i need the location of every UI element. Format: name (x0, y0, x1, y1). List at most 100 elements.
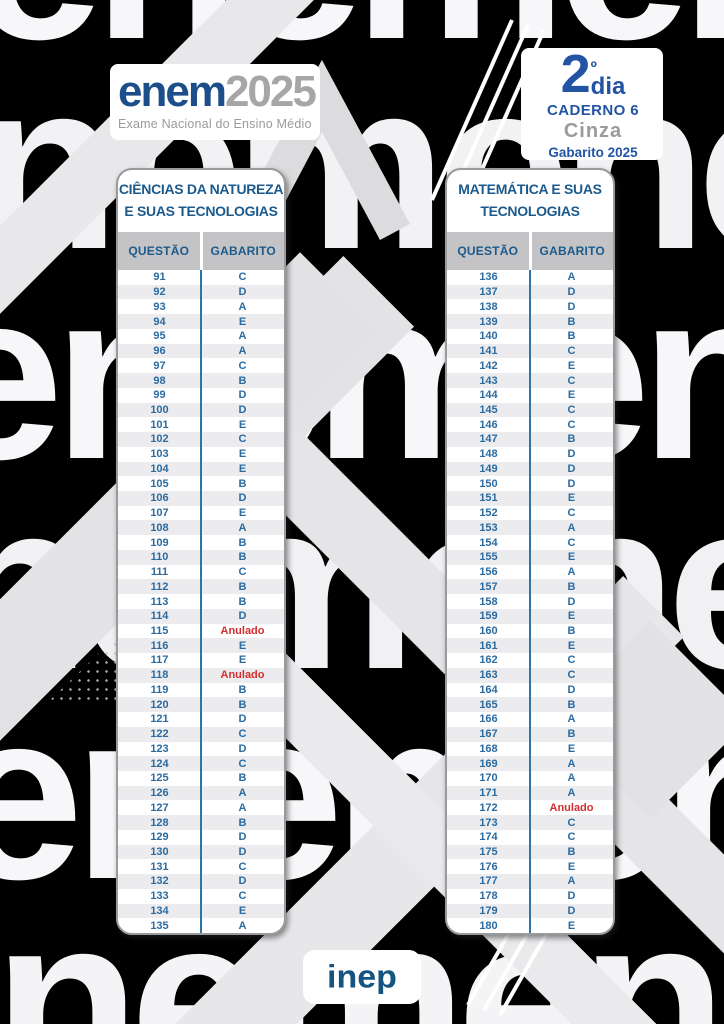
answer-letter: D (238, 610, 247, 623)
answer-row: 94 E (118, 314, 284, 329)
answer-row: 171 A (447, 785, 613, 801)
answer-letter: E (567, 639, 576, 652)
question-number: 129 (150, 831, 169, 844)
table-title-line2: TECNOLOGIAS (480, 203, 580, 219)
answer-letter: A (238, 300, 247, 313)
question-number: 93 (153, 300, 166, 313)
question-number: 141 (479, 345, 498, 358)
question-number: 114 (150, 610, 169, 623)
answer-key-label: Gabarito 2025 (548, 144, 638, 160)
question-number: 102 (150, 433, 169, 446)
question-number: 95 (153, 330, 166, 343)
answer-row: 104 E (118, 461, 284, 477)
answer-row: 124 C (118, 756, 284, 771)
answer-row: 102 C (118, 432, 284, 447)
answer-letter: B (238, 683, 247, 696)
answer-row: 113 B (118, 594, 284, 609)
edition-backdrop (521, 48, 663, 160)
answer-row: 131 C (118, 859, 284, 874)
answer-row: 93 A (118, 299, 284, 314)
question-number: 130 (150, 846, 169, 858)
answer-letter: B (567, 624, 576, 637)
answer-row: 96 A (118, 343, 284, 359)
answer-letter: E (567, 359, 576, 372)
question-number: 157 (479, 580, 498, 593)
answer-letter: E (238, 904, 247, 917)
answer-row: 99 D (118, 388, 284, 403)
question-number: 133 (150, 890, 169, 903)
answer-letter: A (567, 271, 576, 284)
question-number: 163 (479, 669, 498, 682)
answer-row: 161 E (447, 638, 613, 654)
question-number: 152 (479, 507, 498, 520)
question-number: 120 (150, 698, 169, 711)
answer-row: 140 B (447, 329, 613, 344)
question-number: 145 (479, 403, 498, 416)
answer-letter: C (238, 890, 247, 903)
answer-letter: B (567, 315, 576, 328)
question-number: 116 (150, 639, 169, 652)
answer-letter: D (238, 831, 247, 844)
question-number: 128 (150, 816, 169, 829)
answer-letter: C (238, 271, 247, 284)
question-number: 146 (479, 418, 498, 431)
answer-letter: A (567, 787, 576, 800)
answer-row: 135 A (118, 918, 284, 933)
answer-letter: D (567, 448, 576, 461)
answer-row: 169 A (447, 756, 613, 771)
answer-letter: B (238, 374, 247, 387)
answer-letter: B (567, 728, 576, 741)
table-title: CIÊNCIAS DA NATUREZA E SUAS TECNOLOGIAS (118, 170, 284, 232)
answer-row: 136 A (447, 270, 613, 285)
answer-row: 110 B (118, 549, 284, 565)
answer-row: 128 B (118, 815, 284, 830)
inep-backdrop (303, 950, 421, 1004)
answer-letter: A (238, 345, 247, 358)
enem-logo-name: enem (118, 67, 227, 116)
answer-letter: D (567, 462, 576, 475)
question-number: 137 (479, 286, 498, 299)
question-number: 180 (479, 919, 498, 932)
question-number: 172 (479, 801, 498, 814)
question-number: 123 (150, 742, 169, 755)
table-header: QUESTÃO GABARITO (118, 232, 284, 270)
answer-row: 170 A (447, 771, 613, 786)
answer-table-body: 136 A 137 D 138 D 139 B 140 B 141 C 142 E 143 C 144 E 145 C… (447, 270, 613, 933)
question-number: 176 (479, 860, 498, 873)
answer-letter: C (567, 669, 576, 682)
answer-row: 168 E (447, 742, 613, 757)
answer-letter: A (567, 875, 576, 888)
question-number: 125 (150, 772, 169, 785)
question-number: 150 (479, 477, 498, 490)
answer-row: 162 C (447, 653, 613, 668)
answer-row: 137 D (447, 284, 613, 300)
question-number: 170 (479, 772, 498, 785)
answer-row: 132 D (118, 874, 284, 889)
answer-letter: D (567, 300, 576, 313)
answer-column-header: GABARITO (202, 232, 284, 270)
answer-letter: A (238, 521, 247, 534)
answer-row: 147 B (447, 432, 613, 447)
answer-letter: B (567, 698, 576, 711)
answer-row: 133 C (118, 889, 284, 904)
question-number: 96 (153, 345, 166, 358)
answer-row: 98 B (118, 373, 284, 388)
inep-logo: inep (327, 958, 397, 996)
answer-letter: C (238, 359, 247, 372)
answer-row: 179 D (447, 903, 613, 919)
answer-letter: D (238, 389, 247, 402)
answer-column-header: GABARITO (531, 232, 613, 270)
answer-letter: A (567, 566, 576, 579)
logo-backdrop (110, 64, 320, 140)
question-number: 105 (150, 477, 169, 490)
answer-letter: D (238, 492, 247, 505)
question-number: 118 (150, 669, 169, 682)
answer-row: 156 A (447, 565, 613, 580)
answer-row: 95 A (118, 329, 284, 344)
answer-row: 120 B (118, 697, 284, 713)
answer-row: 148 D (447, 447, 613, 462)
enem-logo-wordmark: enem2025 (118, 67, 317, 116)
table-title-line2: E SUAS TECNOLOGIAS (124, 203, 278, 219)
answer-row: 116 E (118, 638, 284, 654)
question-number: 151 (479, 492, 498, 505)
